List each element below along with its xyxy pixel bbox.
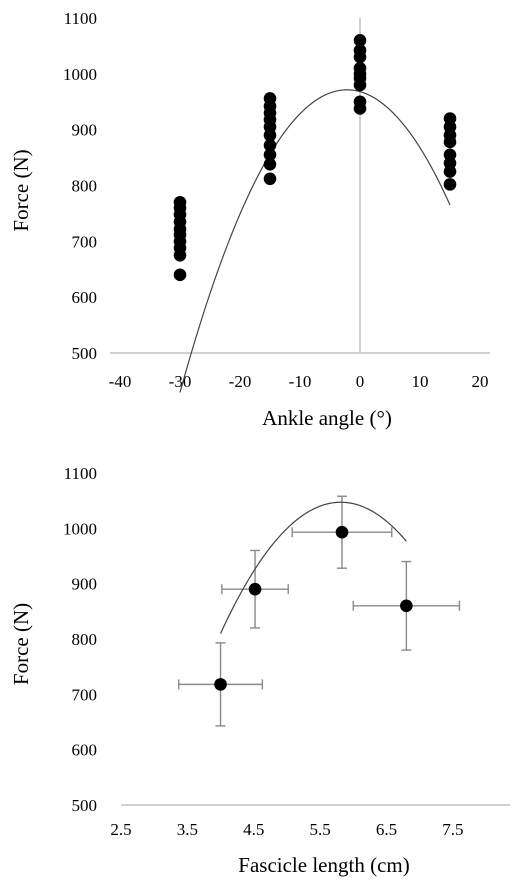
y-axis-ticks: 500 600 700 800 900 1000 1100 [63,464,97,815]
y-tick-label: 900 [72,121,98,140]
y-tick-label: 500 [72,796,98,815]
y-tick-label: 1100 [64,9,97,28]
x-tick-label: 20 [472,372,489,391]
y-tick-label: 1100 [64,464,97,483]
data-point [173,195,187,209]
x-tick-label: 6.5 [376,820,397,839]
x-tick-label: 7.5 [442,820,463,839]
data-points [173,34,457,282]
x-tick-label: -10 [289,372,312,391]
data-point [335,525,349,539]
data-point [353,61,367,75]
x-axis-ticks: 2.5 3.5 4.5 5.5 6.5 7.5 [110,820,463,839]
data-point [263,157,277,171]
x-tick-label: 0 [356,372,365,391]
y-tick-label: 500 [72,344,98,363]
fascicle-length-chart: 500 600 700 800 900 1000 1100 2.5 3.5 4.5 5.5 6.5 7… [9,464,510,877]
y-tick-label: 600 [72,741,98,760]
y-tick-label: 600 [72,288,98,307]
polynomial-trendline [220,501,407,634]
data-point [443,112,457,125]
y-axis-label: Force (N) [9,149,33,231]
data-point [248,582,262,596]
data-point [353,95,367,109]
data-point [400,599,413,613]
data-point [353,44,367,57]
y-tick-label: 1000 [63,519,97,538]
x-tick-label: 3.5 [177,820,198,839]
data-point [353,34,367,47]
data-points [214,525,413,691]
x-tick-label: 2.5 [110,820,131,839]
x-tick-label: -40 [109,372,132,391]
x-axis-ticks: -40 -30 -20 -10 0 10 20 [109,372,489,391]
y-axis-ticks: 500 600 700 800 900 1000 1100 [63,9,97,363]
y-tick-label: 800 [72,177,98,196]
error-bars [178,495,461,727]
x-tick-label: -30 [169,372,192,391]
data-point [173,268,187,282]
data-point [443,148,457,162]
y-tick-label: 900 [72,575,98,594]
y-tick-label: 700 [72,685,98,704]
x-tick-label: 4.5 [243,820,264,839]
y-tick-label: 700 [72,232,98,251]
x-tick-label: -20 [229,372,252,391]
data-point [443,178,457,191]
data-point [263,148,277,162]
x-axis-label: Ankle angle (°) [262,406,392,430]
data-point [263,172,277,186]
y-tick-label: 800 [72,630,98,649]
data-point [263,139,277,152]
data-point [214,678,227,691]
x-tick-label: 10 [412,372,429,391]
ankle-angle-chart: 500 600 700 800 900 1000 1100 -40 -30 -20 -10 0 10 2… [9,9,490,430]
x-tick-label: 5.5 [309,820,330,839]
x-axis-label: Fascicle length (cm) [238,853,409,877]
data-point [263,92,277,105]
y-axis-label: Force (N) [9,603,33,685]
polynomial-trendline [179,89,451,393]
y-tick-label: 1000 [63,65,97,84]
